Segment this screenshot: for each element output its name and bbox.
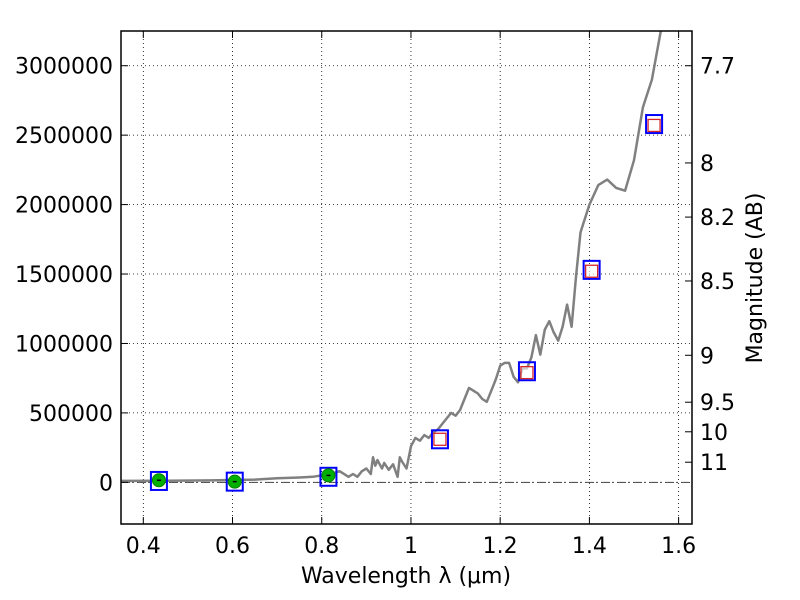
right-tick-label: 8.2 bbox=[700, 206, 735, 231]
y-tick-label: 1500000 bbox=[15, 263, 113, 288]
blue-square-marker bbox=[645, 114, 664, 135]
red-square-marker bbox=[433, 432, 447, 446]
red-square-marker bbox=[520, 365, 534, 380]
right-axis-label: Magnitude (AB) bbox=[743, 193, 768, 364]
blue-square-marker bbox=[225, 471, 244, 492]
x-tick-label: 0.8 bbox=[304, 534, 339, 559]
right-tick-label: 9.5 bbox=[700, 391, 735, 416]
x-tick-label: 1.6 bbox=[661, 534, 696, 559]
axes-frame bbox=[120, 30, 693, 525]
red-square-marker bbox=[584, 264, 599, 278]
y-tick-label: 2500000 bbox=[15, 124, 113, 149]
y-tick-label: 0 bbox=[99, 471, 113, 496]
blue-square-marker bbox=[149, 470, 168, 491]
right-tick-label: 9 bbox=[700, 344, 714, 369]
blue-square-marker bbox=[430, 429, 449, 450]
plot-area bbox=[121, 31, 664, 492]
right-tick-label: 11 bbox=[700, 451, 728, 476]
red-square-marker bbox=[647, 118, 661, 133]
right-tick-label: 8 bbox=[700, 152, 714, 177]
blue-square-marker bbox=[319, 466, 338, 487]
x-axis-ticks: 0.4 0.6 0.8 1 1.2 1.4 1.6 bbox=[126, 31, 696, 559]
right-tick-label: 7.7 bbox=[700, 55, 735, 80]
right-tick-label: 10 bbox=[700, 421, 728, 446]
y-tick-label: 3000000 bbox=[15, 55, 113, 80]
y-tick-label: 1000000 bbox=[15, 332, 113, 357]
spectrum-line bbox=[121, 31, 663, 483]
x-tick-label: 1.4 bbox=[572, 534, 607, 559]
x-tick-label: 1.2 bbox=[483, 534, 518, 559]
x-tick-label: 0.6 bbox=[215, 534, 250, 559]
blue-square-marker bbox=[517, 361, 536, 382]
blue-square-marker bbox=[582, 259, 601, 280]
y-axis-ticks: 0 500000 1000000 1500000 2000000 2500000 30000… bbox=[15, 55, 128, 496]
y-tick-label: 500000 bbox=[29, 402, 113, 427]
x-tick-label: 0.4 bbox=[126, 534, 161, 559]
x-axis-label: Wavelength λ (μm) bbox=[301, 564, 511, 589]
y-tick-label: 2000000 bbox=[15, 194, 113, 219]
right-tick-label: 8.5 bbox=[700, 270, 735, 295]
x-tick-label: 1 bbox=[404, 534, 418, 559]
right-axis-ticks: 7.7 8 8.2 8.5 9 9.5 10 11 bbox=[685, 55, 735, 476]
